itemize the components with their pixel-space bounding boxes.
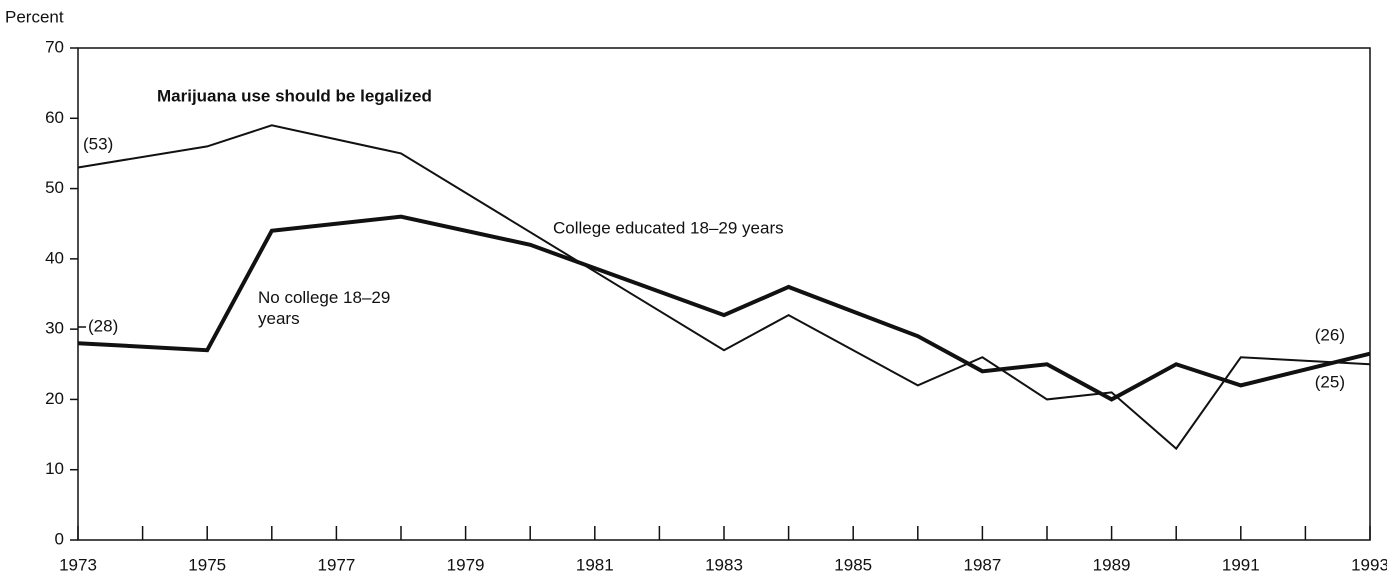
y-tick-label: 30 (45, 319, 64, 338)
y-tick-label: 40 (45, 248, 64, 267)
x-tick-label: 1987 (963, 555, 1001, 574)
value-label: (25) (1315, 372, 1345, 391)
line-series (77, 124, 1371, 451)
x-tick-label: 1989 (1093, 555, 1131, 574)
x-tick-label: 1993 (1351, 555, 1387, 574)
x-tick-label: 1985 (834, 555, 872, 574)
y-tick-label: 20 (45, 389, 64, 408)
value-label: (26) (1315, 325, 1345, 344)
value-label: (53) (83, 134, 113, 153)
x-tick-label: 1973 (59, 555, 97, 574)
series-label-box: No college 18–29 years (258, 288, 391, 328)
y-tick-label: 0 (55, 529, 64, 548)
series-label: No college 18–29 years (258, 288, 391, 328)
chart-title: Marijuana use should be legalized (157, 86, 432, 105)
y-axis-label: Percent (5, 7, 64, 26)
y-tick-label: 70 (45, 37, 64, 56)
line-series (77, 214, 1371, 402)
y-tick-label: 60 (45, 108, 64, 127)
x-tick-label: 1981 (576, 555, 614, 574)
x-tick-label: 1975 (188, 555, 226, 574)
x-tick-label: 1977 (317, 555, 355, 574)
x-tick-label: 1991 (1222, 555, 1260, 574)
y-tick-label: 10 (45, 459, 64, 478)
x-tick-label: 1979 (447, 555, 485, 574)
y-tick-label: 50 (45, 178, 64, 197)
x-tick-label: 1983 (705, 555, 743, 574)
value-label: (28) (88, 316, 118, 335)
series-label: College educated 18–29 years (553, 218, 784, 237)
